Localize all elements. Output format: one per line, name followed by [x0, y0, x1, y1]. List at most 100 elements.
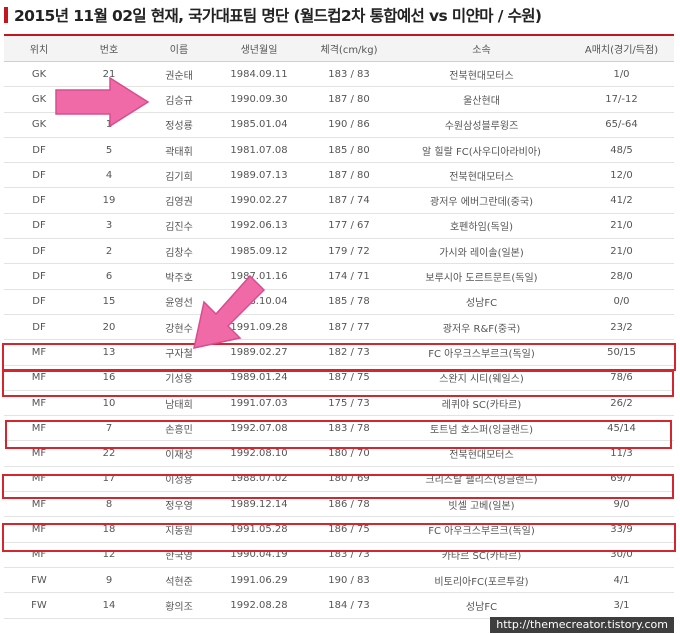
position-cell: FW	[4, 567, 74, 594]
position-cell: GK	[4, 61, 74, 88]
table-row: MF 10 남태희 1991.07.03 175 / 73 레퀴야 SC(카타르) 26/2	[4, 390, 674, 417]
position-cell: MF	[4, 466, 74, 493]
physique-cell: 183 / 78	[304, 415, 394, 442]
birth-cell: 1989.01.24	[214, 365, 304, 391]
number-cell: 2	[74, 238, 144, 265]
number-cell: 21	[74, 61, 144, 88]
position-cell: MF	[4, 491, 74, 518]
caps-cell: 65/-64	[569, 112, 674, 138]
physique-cell: 187 / 80	[304, 86, 394, 113]
physique-cell: 175 / 73	[304, 390, 394, 417]
birth-cell: 1985.09.12	[214, 238, 304, 265]
number-cell: 14	[74, 592, 144, 619]
name-cell: 석현준	[144, 567, 214, 594]
name-cell: 이재성	[144, 440, 214, 467]
position-cell: GK	[4, 112, 74, 138]
name-cell: 김기희	[144, 162, 214, 189]
club-cell: 알 힐랄 FC(사우디아라비아)	[394, 137, 569, 164]
birth-cell: 1992.07.08	[214, 415, 304, 442]
club-cell: 레퀴야 SC(카타르)	[394, 390, 569, 417]
birth-cell: 1991.05.28	[214, 516, 304, 543]
column-header: 생년월일	[214, 35, 304, 62]
number-cell: 16	[74, 365, 144, 391]
club-cell: 스완지 시티(웨일스)	[394, 365, 569, 391]
number-cell: 17	[74, 466, 144, 493]
position-cell: MF	[4, 516, 74, 543]
club-cell: 성남FC	[394, 289, 569, 315]
page-title: 2015년 11월 02일 현재, 국가대표팀 명단 (월드컵2차 통합예선 v…	[14, 7, 542, 25]
column-header: 체격(cm/kg)	[304, 35, 394, 62]
number-cell: 12	[74, 542, 144, 568]
birth-cell: 1985.01.04	[214, 112, 304, 138]
birth-cell: 1981.07.08	[214, 137, 304, 164]
physique-cell: 180 / 70	[304, 440, 394, 467]
table-row: DF 4 김기희 1989.07.13 187 / 80 전북현대모터스 12/0	[4, 162, 674, 189]
position-cell: DF	[4, 238, 74, 265]
name-cell: 김영권	[144, 187, 214, 214]
caps-cell: 23/2	[569, 314, 674, 341]
caps-cell: 12/0	[569, 162, 674, 189]
birth-cell: 1990.04.19	[214, 542, 304, 568]
position-cell: DF	[4, 213, 74, 240]
number-cell: 5	[74, 137, 144, 164]
column-header: A매치(경기/득점)	[569, 35, 674, 62]
table-header-row: 위치 번호 이름 생년월일 체격(cm/kg) 소속 A매치(경기/득점)	[4, 35, 674, 62]
name-cell: 정성룡	[144, 112, 214, 138]
birth-cell: 1989.07.13	[214, 162, 304, 189]
name-cell: 김진수	[144, 213, 214, 240]
position-cell: MF	[4, 365, 74, 391]
number-cell: 8	[74, 491, 144, 518]
table-row: MF 12 한국영 1990.04.19 183 / 73 카타르 SC(카타르) 30/0	[4, 542, 674, 568]
position-cell: MF	[4, 415, 74, 442]
physique-cell: 182 / 73	[304, 339, 394, 366]
physique-cell: 190 / 86	[304, 112, 394, 138]
birth-cell: 1992.08.28	[214, 592, 304, 619]
table-row: MF 17 이청용 1988.07.02 180 / 69 크리스탈 팰리스(잉글랜드) 6…	[4, 466, 674, 493]
number-cell: 1	[74, 112, 144, 138]
caps-cell: 30/0	[569, 542, 674, 568]
title-marker	[4, 7, 8, 23]
physique-cell: 187 / 75	[304, 365, 394, 391]
roster-table: 위치 번호 이름 생년월일 체격(cm/kg) 소속 A매치(경기/득점) GK…	[4, 34, 674, 619]
club-cell: FC 아우크스부르크(독일)	[394, 516, 569, 543]
name-cell: 황의조	[144, 592, 214, 619]
physique-cell: 187 / 77	[304, 314, 394, 341]
column-header: 이름	[144, 35, 214, 62]
club-cell: 크리스탈 팰리스(잉글랜드)	[394, 466, 569, 493]
physique-cell: 186 / 75	[304, 516, 394, 543]
number-cell: 18	[74, 516, 144, 543]
birth-cell: 1984.09.11	[214, 61, 304, 88]
table-row: DF 15 윤영선 1988.10.04 185 / 78 성남FC 0/0	[4, 289, 674, 315]
column-header: 번호	[74, 35, 144, 62]
name-cell: 손흥민	[144, 415, 214, 442]
table-row: MF 13 구자철 1989.02.27 182 / 73 FC 아우크스부르크(독일) 5…	[4, 339, 674, 366]
caps-cell: 21/0	[569, 238, 674, 265]
physique-cell: 185 / 78	[304, 289, 394, 315]
number-cell: 19	[74, 187, 144, 214]
caps-cell: 0/0	[569, 289, 674, 315]
caps-cell: 3/1	[569, 592, 674, 619]
number-cell: 15	[74, 289, 144, 315]
name-cell: 한국영	[144, 542, 214, 568]
caps-cell: 78/6	[569, 365, 674, 391]
caps-cell: 48/5	[569, 137, 674, 164]
club-cell: 전북현대모터스	[394, 61, 569, 88]
club-cell: 울산현대	[394, 86, 569, 113]
club-cell: 카타르 SC(카타르)	[394, 542, 569, 568]
position-cell: DF	[4, 314, 74, 341]
birth-cell: 1991.06.29	[214, 567, 304, 594]
physique-cell: 179 / 72	[304, 238, 394, 265]
name-cell: 곽태휘	[144, 137, 214, 164]
name-cell: 기성용	[144, 365, 214, 391]
caps-cell: 50/15	[569, 339, 674, 366]
caps-cell: 9/0	[569, 491, 674, 518]
name-cell: 김승규	[144, 86, 214, 113]
number-cell: 7	[74, 415, 144, 442]
table-row: DF 6 박주호 1987.01.16 174 / 71 보루시아 도르트문트(독일) 28…	[4, 263, 674, 290]
table-row: FW 9 석현준 1991.06.29 190 / 83 비토리아FC(포르투갈) 4/1	[4, 567, 674, 594]
club-cell: 성남FC	[394, 592, 569, 619]
club-cell: 가시와 레이솔(일본)	[394, 238, 569, 265]
birth-cell: 1989.12.14	[214, 491, 304, 518]
position-cell: DF	[4, 187, 74, 214]
